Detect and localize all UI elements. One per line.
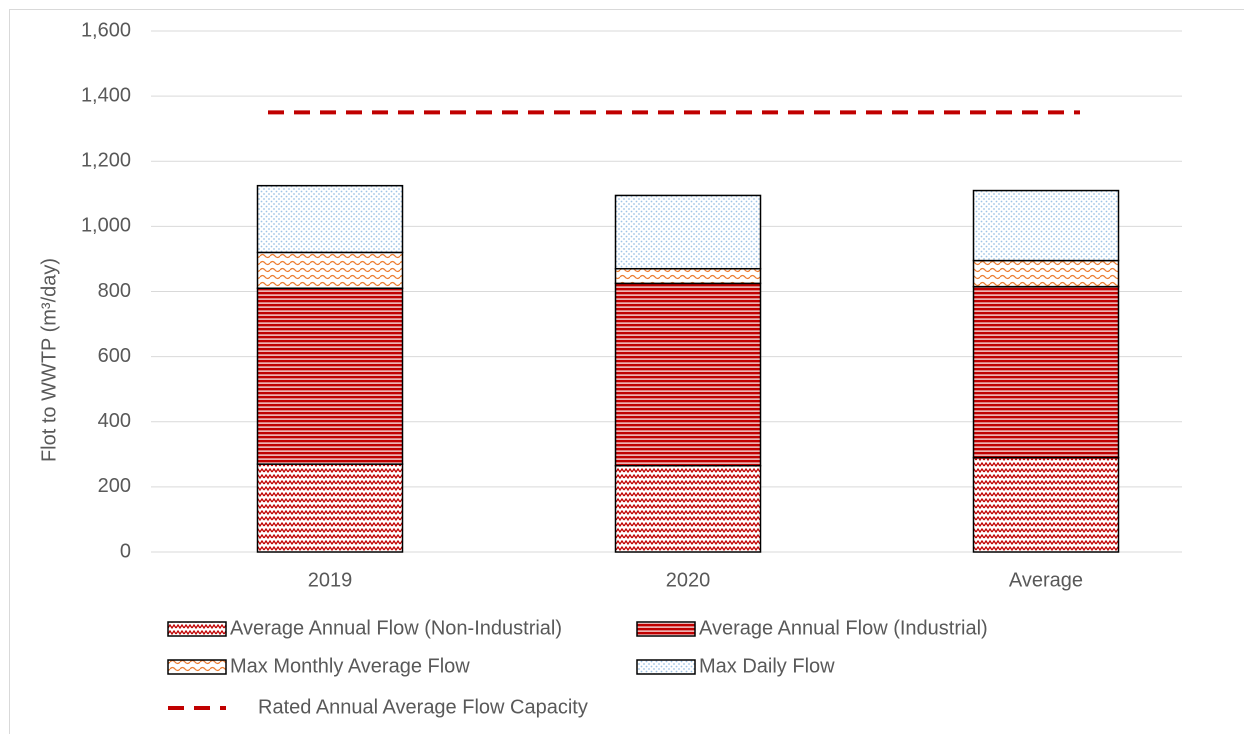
bar-segment — [972, 189, 1120, 262]
y-tick-label: 1,000 — [81, 215, 131, 237]
legend-label: Rated Annual Average Flow Capacity — [258, 696, 588, 718]
x-tick-label: Average — [1009, 569, 1083, 591]
y-tick-label: 1,400 — [81, 84, 131, 106]
y-axis-label: Flot to WWTP (m³/day) — [38, 258, 60, 462]
legend-label: Average Annual Flow (Non-Industrial) — [230, 617, 562, 639]
bar-segment — [972, 456, 1120, 553]
legend-swatch — [636, 659, 696, 675]
legend-swatch — [167, 659, 227, 675]
bar-segment — [614, 267, 762, 285]
bar-segment — [256, 287, 404, 465]
y-tick-label: 600 — [98, 345, 131, 367]
y-tick-label: 1,200 — [81, 150, 131, 172]
legend-swatch — [636, 621, 696, 637]
bar-segment — [614, 194, 762, 270]
y-tick-label: 0 — [120, 540, 131, 562]
y-tick-label: 1,600 — [81, 19, 131, 41]
legend-label: Max Monthly Average Flow — [230, 655, 470, 677]
bar-segment — [972, 259, 1120, 288]
frame — [9, 9, 1244, 734]
legend-label: Max Daily Flow — [699, 655, 835, 677]
bar-segment — [614, 464, 762, 553]
bar-segment — [972, 285, 1120, 459]
x-tick-label: 2020 — [666, 569, 711, 591]
bar-segment — [256, 463, 404, 553]
legend-label: Average Annual Flow (Industrial) — [699, 617, 988, 639]
bar-segment — [614, 282, 762, 467]
y-tick-label: 800 — [98, 280, 131, 302]
bar-segment — [256, 184, 404, 254]
x-tick-label: 2019 — [308, 569, 353, 591]
y-tick-label: 400 — [98, 410, 131, 432]
y-tick-label: 200 — [98, 475, 131, 497]
bar-segment — [256, 251, 404, 289]
legend-swatch — [167, 621, 227, 637]
